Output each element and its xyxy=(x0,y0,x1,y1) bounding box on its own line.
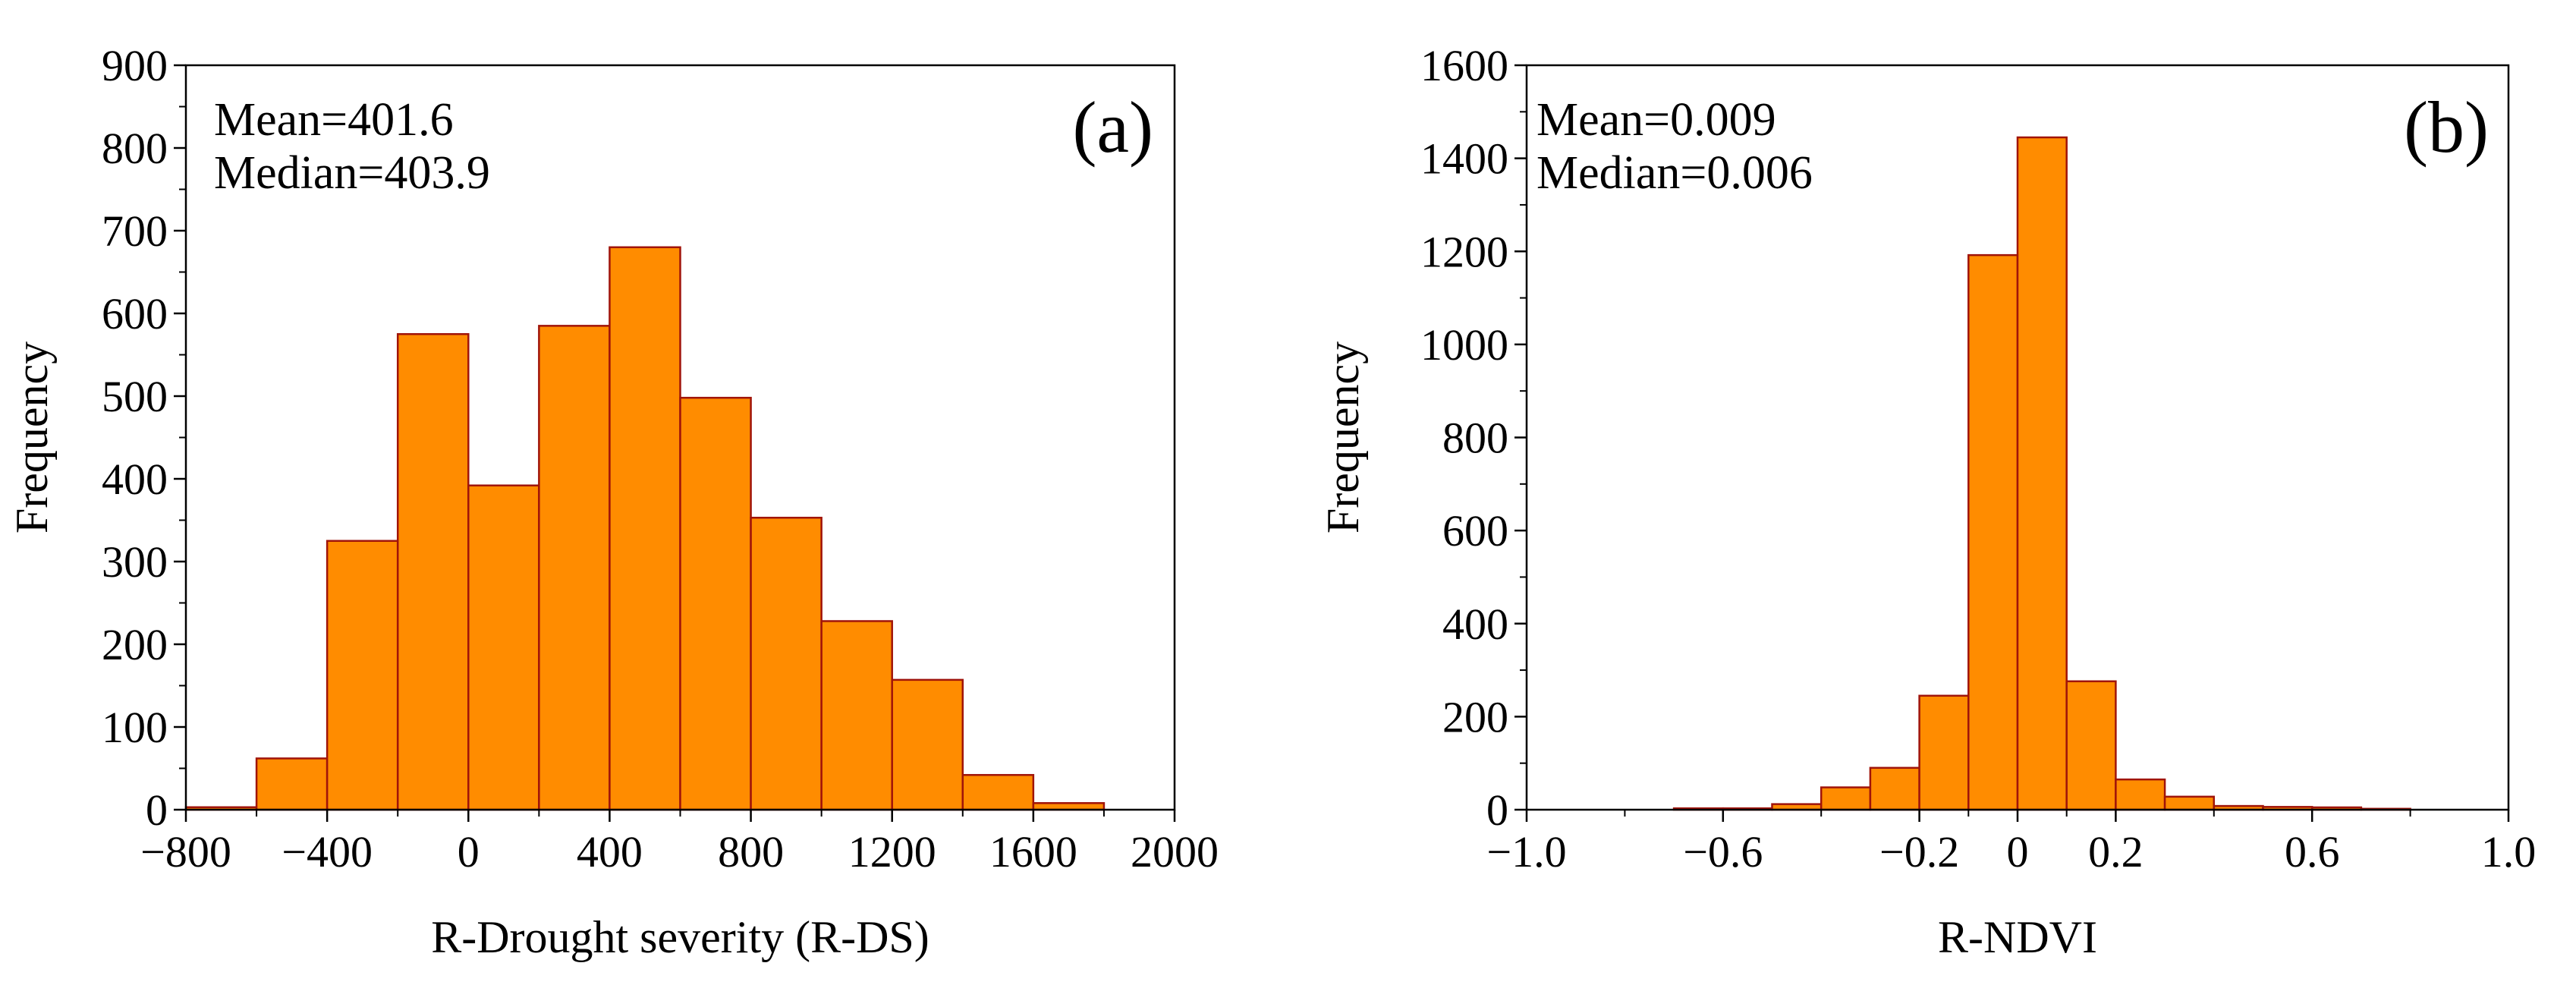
x-tick-label: −800 xyxy=(140,827,231,876)
x-tick-label: 0 xyxy=(458,827,480,876)
histogram-panel-a: −800 −400 0 400 800 1200 1600 2000 0 100 200 300 400… xyxy=(7,41,1219,962)
y-tick-label: 400 xyxy=(102,455,168,504)
histogram-bar xyxy=(538,325,611,811)
histogram-bar xyxy=(2163,795,2216,811)
y-axis-label: Frequency xyxy=(7,341,57,533)
x-tick-label: −1.0 xyxy=(1486,827,1566,876)
histogram-bar xyxy=(1032,802,1106,811)
y-tick-label: 600 xyxy=(1442,506,1508,555)
y-tick-label: 0 xyxy=(1486,785,1508,835)
x-axis-label: R-Drought severity (R-DS) xyxy=(431,912,929,962)
y-tick-label: 0 xyxy=(146,785,168,835)
y-tick-label: 200 xyxy=(1442,692,1508,741)
y-tick-label: 900 xyxy=(102,41,168,90)
y-tick-label: 200 xyxy=(102,620,168,669)
y-tick-label: 600 xyxy=(102,289,168,338)
y-tick-label: 800 xyxy=(102,124,168,173)
histogram-bar xyxy=(891,678,964,811)
y-tick-label: 300 xyxy=(102,537,168,587)
histogram-bar xyxy=(2016,136,2068,811)
x-tick-label: 1200 xyxy=(848,827,936,876)
histogram-panel-b: −1.0 −0.6 −0.2 0 0.2 0.6 1.0 0 200 400 600 800 1000 1… xyxy=(1318,41,2536,962)
y-tick-label: 100 xyxy=(102,703,168,752)
x-tick-label: 1.0 xyxy=(2481,827,2537,876)
y-tick-label: 1600 xyxy=(1420,41,1508,90)
x-tick-label: 400 xyxy=(577,827,643,876)
histogram-bar xyxy=(326,540,399,811)
x-tick-label: 2000 xyxy=(1131,827,1219,876)
histogram-bar xyxy=(1820,786,1872,811)
x-tick-label: 1600 xyxy=(989,827,1077,876)
y-axis-label: Frequency xyxy=(1318,341,1368,533)
x-tick-label: 0 xyxy=(2007,827,2029,876)
histogram-bar xyxy=(961,773,1035,811)
histogram-bar xyxy=(467,484,540,811)
median-annotation: Median=403.9 xyxy=(214,147,490,199)
y-tick-label: 400 xyxy=(1442,599,1508,649)
histogram-bar xyxy=(1918,694,1970,811)
y-tick-label: 800 xyxy=(1442,414,1508,463)
panel-label: (b) xyxy=(2404,87,2489,168)
mean-annotation: Mean=0.009 xyxy=(1536,94,1776,146)
histogram-bar xyxy=(2065,680,2117,811)
x-tick-label: 800 xyxy=(718,827,784,876)
x-axis-label: R-NDVI xyxy=(1938,912,2097,962)
histogram-bar xyxy=(396,333,470,811)
x-tick-label: −400 xyxy=(282,827,373,876)
histogram-bar xyxy=(750,516,822,811)
histogram-bar xyxy=(2115,778,2166,811)
y-tick-label: 500 xyxy=(102,372,168,421)
y-tick-label: 1000 xyxy=(1420,320,1508,370)
panel-label: (a) xyxy=(1072,87,1153,168)
y-tick-label: 700 xyxy=(102,206,168,256)
x-tick-label: 0.6 xyxy=(2285,827,2340,876)
x-tick-label: −0.6 xyxy=(1683,827,1763,876)
histogram-bar xyxy=(255,757,329,811)
histogram-bar xyxy=(820,620,893,811)
x-tick-label: −0.2 xyxy=(1879,827,1959,876)
median-annotation: Median=0.006 xyxy=(1536,147,1813,199)
y-tick-label: 1400 xyxy=(1420,134,1508,184)
mean-annotation: Mean=401.6 xyxy=(214,94,454,146)
y-tick-label: 1200 xyxy=(1420,227,1508,276)
histogram-bar xyxy=(679,396,752,811)
histogram-bar xyxy=(1967,253,2019,811)
x-tick-label: 0.2 xyxy=(2088,827,2144,876)
histogram-bar xyxy=(609,246,681,811)
histogram-bar xyxy=(1869,766,1920,811)
